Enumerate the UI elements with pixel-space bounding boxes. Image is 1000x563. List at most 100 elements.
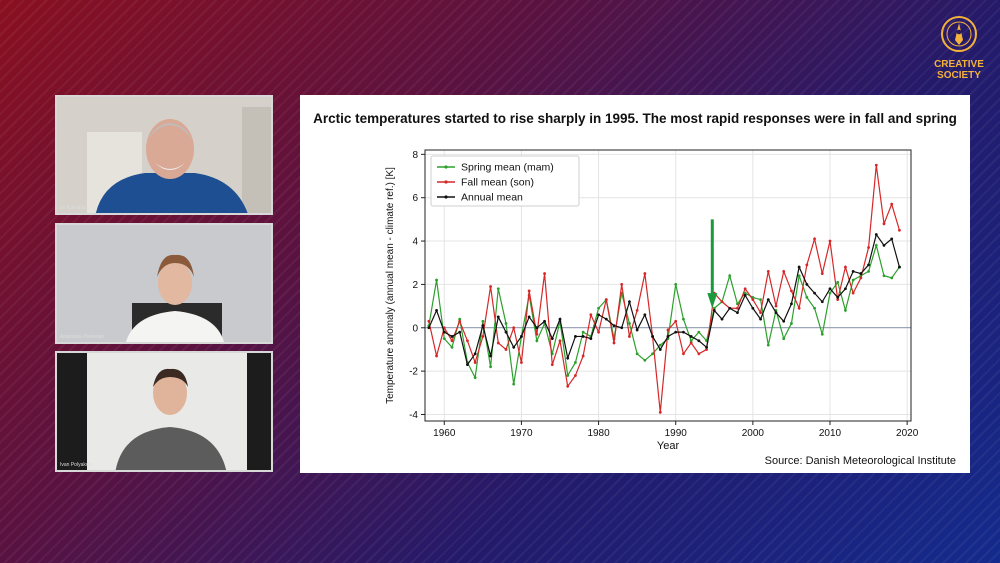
data-point <box>682 352 685 356</box>
data-point <box>574 361 577 364</box>
data-point <box>766 298 770 301</box>
data-point <box>743 291 747 295</box>
data-point <box>874 243 878 247</box>
series-line <box>428 243 900 385</box>
legend-label: Annual mean <box>461 192 523 204</box>
data-point <box>828 239 832 243</box>
data-point <box>612 341 616 345</box>
participant-name: Anastasia Pavlenko <box>60 334 104 340</box>
data-point <box>620 326 624 330</box>
data-point <box>874 233 878 236</box>
data-point <box>597 313 600 317</box>
arrow-head <box>707 293 718 309</box>
data-point <box>851 270 855 273</box>
data-point <box>597 306 600 310</box>
data-point <box>427 319 431 323</box>
axis-ticks: 1960 1970 1980 1990 2000 2010 2020 -4 -2 0 2 4 6 8 <box>409 150 919 439</box>
x-tick-label: 1990 <box>665 428 688 439</box>
data-point <box>682 330 685 334</box>
creative-society-logo: CREATIVE SOCIETY <box>928 14 990 81</box>
data-point <box>689 341 693 345</box>
data-point <box>790 322 793 325</box>
data-point <box>635 309 639 312</box>
series-line <box>428 233 901 367</box>
data-point <box>612 324 616 328</box>
data-point <box>527 289 531 293</box>
data-point <box>489 365 492 369</box>
data-point <box>828 287 832 291</box>
participant-video-3[interactable]: Ivan Polyakov <box>55 351 273 472</box>
data-point <box>759 317 762 321</box>
series-annual-mean <box>427 233 901 367</box>
data-point <box>635 328 639 332</box>
participant-avatar <box>57 353 271 470</box>
data-point <box>859 272 863 275</box>
y-tick-label: 6 <box>412 193 418 204</box>
data-point <box>566 374 570 377</box>
logo-line2: SOCIETY <box>937 70 981 81</box>
data-point <box>882 274 886 278</box>
data-point <box>574 335 577 338</box>
data-point <box>504 348 508 351</box>
data-point <box>435 278 438 282</box>
data-point <box>728 306 732 310</box>
data-point <box>898 265 901 269</box>
data-point <box>797 306 801 310</box>
data-point <box>705 348 708 351</box>
data-point <box>782 337 786 341</box>
participant-video-2[interactable]: Anastasia Pavlenko <box>55 223 273 344</box>
data-point <box>658 348 662 351</box>
participant-name: Jo Edwards <box>60 205 87 211</box>
x-tick-label: 1980 <box>587 428 610 439</box>
data-point <box>535 326 539 330</box>
data-point <box>836 280 840 284</box>
data-point <box>581 354 585 358</box>
data-point <box>751 306 755 310</box>
data-point <box>604 317 608 321</box>
y-tick-label: -4 <box>409 410 418 421</box>
data-point <box>851 291 855 295</box>
data-point <box>867 263 870 267</box>
data-point <box>512 345 516 349</box>
data-point <box>442 337 446 341</box>
participant-video-1[interactable]: Jo Edwards <box>55 95 273 215</box>
green-arrow-annotation <box>707 219 718 309</box>
data-point <box>867 246 870 249</box>
data-point <box>820 300 824 304</box>
data-point <box>890 237 894 241</box>
data-point <box>435 309 438 312</box>
data-point <box>566 356 570 360</box>
data-point <box>805 296 809 299</box>
data-point <box>774 311 778 314</box>
data-point <box>558 317 562 321</box>
data-point <box>805 283 809 286</box>
data-point <box>674 283 678 286</box>
legend-label: Fall mean (son) <box>461 177 534 189</box>
data-point <box>466 363 469 367</box>
data-point <box>651 335 654 338</box>
data-point <box>589 337 593 341</box>
data-point <box>481 335 485 338</box>
data-point <box>458 319 462 323</box>
data-point <box>782 270 786 273</box>
data-point <box>682 317 685 321</box>
data-point <box>512 326 516 330</box>
y-tick-label: -2 <box>409 367 418 378</box>
data-point <box>736 302 739 306</box>
y-tick-label: 0 <box>412 323 418 334</box>
data-point <box>736 311 739 314</box>
data-point <box>712 309 716 312</box>
data-point <box>473 376 477 380</box>
data-point <box>867 270 870 273</box>
data-point <box>628 322 631 325</box>
data-point <box>427 326 431 330</box>
data-point <box>643 272 647 275</box>
data-point <box>898 228 901 232</box>
data-point <box>473 352 477 356</box>
series-line <box>428 165 901 413</box>
chart-series-layer <box>427 163 901 414</box>
data-point <box>550 337 554 341</box>
y-tick-label: 8 <box>412 150 418 161</box>
legend-marker <box>444 195 448 199</box>
data-point <box>859 276 863 280</box>
